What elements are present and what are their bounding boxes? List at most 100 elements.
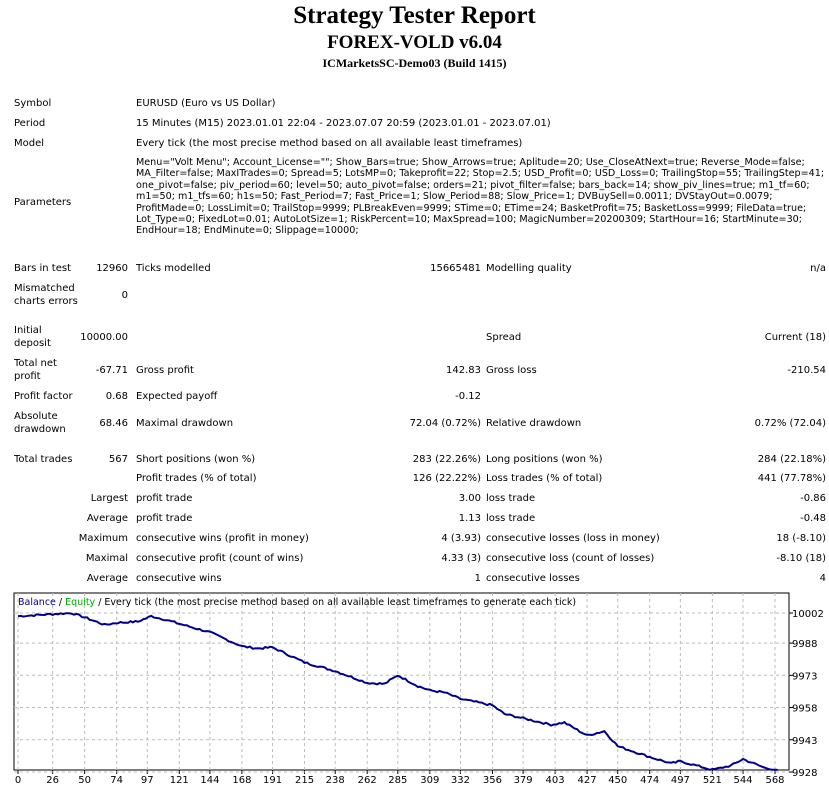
stat-quality: n/a [810, 263, 826, 274]
stat-net-label2: profit [14, 371, 41, 382]
y-tick-label: 9943 [792, 736, 817, 747]
stat-gross-profit: 142.83 [446, 365, 481, 376]
x-tick-label: 0 [15, 775, 21, 786]
stat-long-label: Long positions (won %) [486, 454, 603, 465]
x-tick-label: 26 [46, 775, 59, 786]
stat-lpt-label: profit trade [136, 493, 193, 504]
x-tick-label: 121 [170, 775, 189, 786]
stat-acw-label: consecutive wins [136, 573, 222, 584]
stat-lt-label: Loss trades (% of total) [486, 473, 603, 484]
stat-short-label: Short positions (won %) [136, 454, 256, 465]
stat-net: -67.71 [95, 365, 128, 376]
x-tick-label: 450 [608, 775, 627, 786]
stat-reldd-label: Relative drawdown [486, 418, 582, 429]
report-title: Strategy Tester Report [293, 2, 536, 29]
stat-bars: 12960 [96, 263, 128, 274]
stat-mclo: -8.10 (18) [776, 553, 826, 564]
x-tick-label: 215 [295, 775, 314, 786]
x-tick-label: 379 [514, 775, 533, 786]
x-tick-label: 191 [263, 775, 282, 786]
stat-alt-label: loss trade [486, 513, 536, 524]
stat-spread-label: Spread [486, 332, 522, 343]
stat-apt-label: profit trade [136, 513, 193, 524]
x-tick-label: 168 [232, 775, 251, 786]
x-tick-label: 309 [420, 775, 439, 786]
stat-acw: 1 [474, 573, 481, 584]
server-name: ICMarketsSC-Demo03 (Build 1415) [322, 56, 507, 70]
y-tick-label: 10002 [792, 609, 824, 620]
balance-line [17, 612, 778, 771]
ea-name: FOREX-VOLD v6.04 [327, 32, 502, 53]
stat-long: 284 (22.18%) [757, 454, 826, 465]
x-tick-label: 262 [358, 775, 377, 786]
stat-reldd: 0.72% (72.04) [754, 418, 826, 429]
x-tick-label: 568 [765, 775, 784, 786]
parameters-value: Menu="Volt Menu"; Account_License=""; Sh… [136, 157, 825, 237]
y-tick-label: 9928 [792, 768, 817, 779]
x-tick-label: 356 [483, 775, 502, 786]
stat-mismatch-label1: Mismatched [14, 283, 75, 294]
stat-pt: 126 (22.22%) [412, 473, 481, 484]
stat-largest: Largest [90, 493, 128, 504]
x-tick-label: 427 [578, 775, 597, 786]
stat-llt: -0.86 [800, 493, 826, 504]
stat-pf-label: Profit factor [14, 391, 73, 402]
stat-bars-label: Bars in test [14, 263, 71, 274]
stat-abs: 68.46 [99, 418, 128, 429]
stat-maximum: Maximum [78, 533, 128, 544]
model-value: Every tick (the most precise method base… [136, 138, 523, 149]
parameters-label: Parameters [14, 197, 72, 208]
y-tick-label: 9988 [792, 639, 817, 650]
model-label: Model [14, 138, 45, 149]
symbol-label: Symbol [14, 98, 52, 109]
stat-acl: 4 [819, 573, 826, 584]
stat-ticks: 15665481 [430, 263, 481, 274]
stat-pf: 0.68 [105, 391, 128, 402]
stat-llt-label: loss trade [486, 493, 536, 504]
stat-alt: -0.48 [800, 513, 826, 524]
stat-average2: Average [86, 573, 128, 584]
stat-mclo-label: consecutive loss (count of losses) [486, 553, 655, 564]
stat-ep-label: Expected payoff [136, 391, 218, 402]
stat-deposit-label1: Initial [14, 325, 42, 336]
x-tick-label: 521 [703, 775, 722, 786]
stat-trades: 567 [108, 454, 128, 465]
chart-legend: Balance / Equity / Every tick (the most … [18, 597, 576, 608]
stat-mismatch-label2: charts errors [14, 296, 78, 307]
chart-frame [13, 592, 790, 771]
x-tick-label: 144 [200, 775, 219, 786]
stat-deposit-label2: deposit [14, 338, 51, 349]
stat-mcw-label: consecutive wins (profit in money) [136, 533, 309, 544]
x-tick-label: 74 [110, 775, 123, 786]
x-tick-label: 497 [671, 775, 690, 786]
stat-net-label1: Total net [14, 358, 57, 369]
stat-apt: 1.13 [458, 513, 481, 524]
stat-mcp-label: consecutive profit (count of wins) [136, 553, 304, 564]
stat-quality-label: Modelling quality [486, 263, 572, 274]
stat-mcp: 4.33 (3) [441, 553, 481, 564]
stat-lt: 441 (77.78%) [757, 473, 826, 484]
stat-maximal: Maximal [85, 553, 128, 564]
stat-mcl-label: consecutive losses (loss in money) [486, 533, 660, 544]
stat-abs-label2: drawdown [14, 424, 66, 435]
balance-chart: 0 26 50 74 97 121 144 168 191 215 238 262 285 309 332 3… [13, 592, 824, 786]
x-tick-label: 50 [78, 775, 91, 786]
stat-maxdd-label: Maximal drawdown [136, 418, 234, 429]
x-tick-label: 474 [640, 775, 659, 786]
stat-spread: Current (18) [764, 332, 826, 343]
stat-pt-label: Profit trades (% of total) [136, 473, 257, 484]
y-tick-label: 9958 [792, 704, 817, 715]
stat-avg: Average [86, 513, 128, 524]
x-tick-label: 403 [546, 775, 565, 786]
y-tick-label: 9973 [792, 671, 817, 682]
period-value: 15 Minutes (M15) 2023.01.01 22:04 - 2023… [136, 118, 551, 129]
symbol-value: EURUSD (Euro vs US Dollar) [136, 98, 276, 109]
stat-acl-label: consecutive losses [486, 573, 580, 584]
stat-lpt: 3.00 [458, 493, 481, 504]
x-tick-label: 285 [388, 775, 407, 786]
stat-mcw: 4 (3.93) [441, 533, 481, 544]
stat-gross-loss-label: Gross loss [486, 365, 537, 376]
stat-ticks-label: Ticks modelled [136, 263, 211, 274]
stat-short: 283 (22.26%) [412, 454, 481, 465]
x-tick-label: 544 [733, 775, 752, 786]
